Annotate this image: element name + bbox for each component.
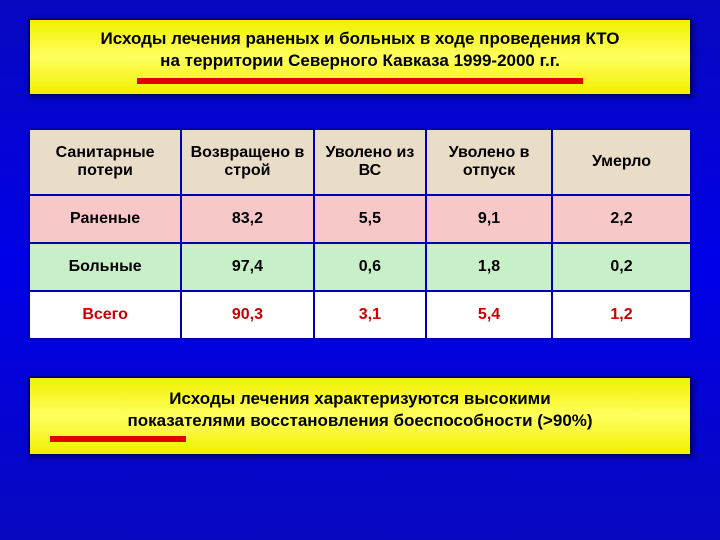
col-leave: Уволено в отпуск (426, 129, 552, 195)
cell-value: 1,8 (426, 243, 552, 291)
cell-value: 5,4 (426, 291, 552, 339)
row-label: Раненые (29, 195, 181, 243)
table-row: Всего90,33,15,41,2 (29, 291, 691, 339)
cell-value: 97,4 (181, 243, 313, 291)
col-died: Умерло (552, 129, 691, 195)
cell-value: 0,2 (552, 243, 691, 291)
table-header-row: Санитарные потери Возвращено в строй Уво… (29, 129, 691, 195)
row-label: Больные (29, 243, 181, 291)
table-row: Раненые83,25,59,12,2 (29, 195, 691, 243)
col-returned: Возвращено в строй (181, 129, 313, 195)
summary-line2: показателями восстановления боеспособнос… (50, 410, 670, 432)
summary-line1: Исходы лечения характеризуются высокими (50, 388, 670, 410)
title-line1: Исходы лечения раненых и больных в ходе … (50, 28, 670, 50)
title-underline (137, 78, 583, 84)
cell-value: 83,2 (181, 195, 313, 243)
cell-value: 1,2 (552, 291, 691, 339)
summary-underline (50, 436, 186, 442)
row-label: Всего (29, 291, 181, 339)
cell-value: 0,6 (314, 243, 427, 291)
col-dismissed: Уволено из ВС (314, 129, 427, 195)
title-line2: на территории Северного Кавказа 1999-200… (50, 50, 670, 72)
cell-value: 90,3 (181, 291, 313, 339)
summary-box: Исходы лечения характеризуются высокими … (28, 376, 692, 456)
cell-value: 9,1 (426, 195, 552, 243)
table-body: Раненые83,25,59,12,2Больные97,40,61,80,2… (29, 195, 691, 339)
cell-value: 2,2 (552, 195, 691, 243)
outcomes-table: Санитарные потери Возвращено в строй Уво… (28, 128, 692, 340)
cell-value: 5,5 (314, 195, 427, 243)
cell-value: 3,1 (314, 291, 427, 339)
col-category: Санитарные потери (29, 129, 181, 195)
title-box: Исходы лечения раненых и больных в ходе … (28, 18, 692, 96)
table-row: Больные97,40,61,80,2 (29, 243, 691, 291)
